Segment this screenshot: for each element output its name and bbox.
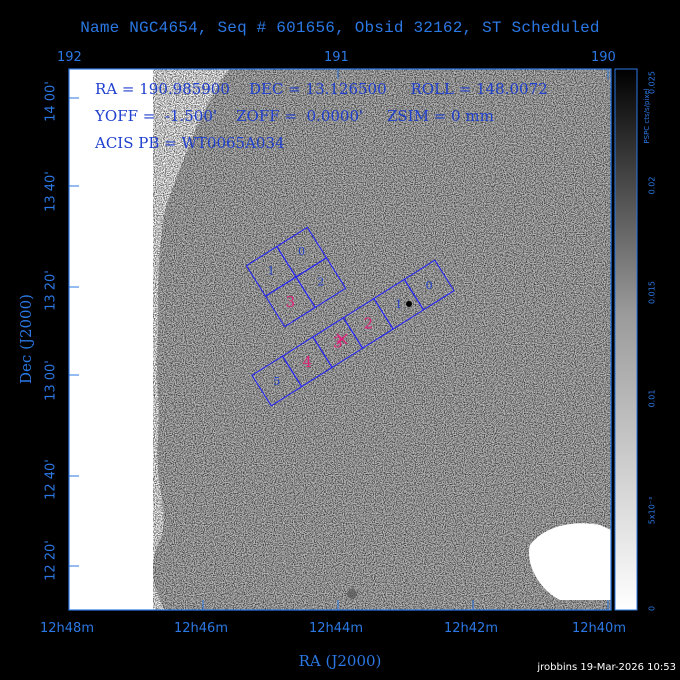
acis-s-label-0: 0 xyxy=(426,279,433,292)
x-axis-label: RA (J2000) xyxy=(298,652,382,670)
colorbar-tick-5e-3: 5x10⁻³ xyxy=(647,496,657,525)
acis-i-label-1: 1 xyxy=(268,264,275,277)
top-tick-190: 190 xyxy=(591,50,616,65)
colorbar-tick-0: 0 xyxy=(647,605,657,612)
bright-source xyxy=(406,301,412,307)
acis-s-label-1: 1 xyxy=(395,298,402,311)
bottom-tick-12h42m: 12h42m xyxy=(444,621,498,636)
bottom-tick-12h40m: 12h40m xyxy=(572,621,626,636)
credit-line: jrobbins 19-Mar-2026 10:53 xyxy=(537,662,676,673)
acis-i-chip-2 xyxy=(295,257,347,309)
pointing-info-line-3: ACIS PB = WT0065A034 xyxy=(95,134,285,152)
colorbar xyxy=(615,69,637,610)
top-tick-191: 191 xyxy=(324,50,349,65)
acis-s-label-5: 5 xyxy=(273,375,280,388)
acis-i-label-0: 0 xyxy=(298,245,305,258)
colorbar-label: PSPC cts/s/pixel xyxy=(643,88,651,144)
aimpoint-marker xyxy=(336,333,348,345)
bottom-tick-12h48m: 12h48m xyxy=(40,621,94,636)
bottom-tick-marks xyxy=(68,69,609,610)
top-tick-192: 192 xyxy=(57,50,82,65)
acis-s-label-2: 2 xyxy=(363,314,373,332)
acis-s-label-4: 4 xyxy=(303,353,313,371)
coverage-gap xyxy=(529,523,611,600)
plot-title: Name NGC4654, Seq # 601656, Obsid 32162,… xyxy=(80,19,600,37)
colorbar-tick-0-01: 0.01 xyxy=(647,389,657,408)
bottom-tick-12h44m: 12h44m xyxy=(309,621,363,636)
bottom-tick-12h46m: 12h46m xyxy=(174,621,228,636)
acis-i-label-3: 3 xyxy=(286,293,296,311)
colorbar-tick-0-02: 0.02 xyxy=(647,176,657,195)
pointing-info-line-1: RA = 190.985900 DEC = 13.126500 ROLL = 1… xyxy=(95,80,548,98)
acis-s-chip-0 xyxy=(403,259,455,311)
panel-frame xyxy=(68,68,612,611)
survey-coverage-region xyxy=(153,69,611,610)
diffuse-source xyxy=(347,589,357,599)
colorbar-frame xyxy=(614,68,638,611)
pointing-info-line-2: YOFF = -1.500' ZOFF = 0.0000' ZSIM = 0 m… xyxy=(95,107,494,125)
acis-i-array: 0 1 2 3 xyxy=(245,226,347,328)
colorbar-tick-0-015: 0.015 xyxy=(647,281,657,304)
acis-i-label-2: 2 xyxy=(317,276,324,289)
